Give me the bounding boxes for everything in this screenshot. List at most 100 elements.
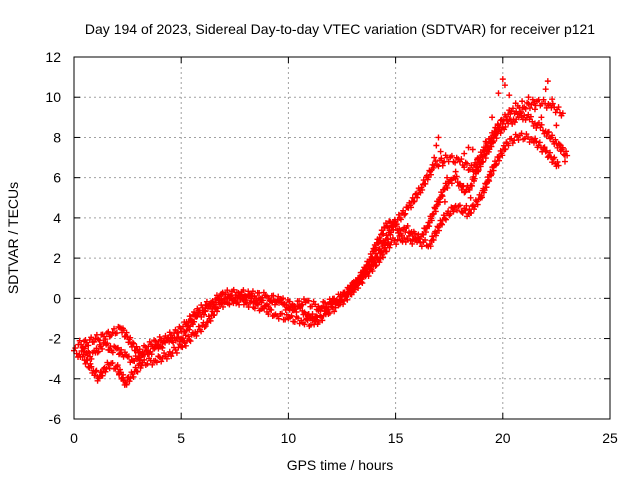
data-point: [144, 360, 151, 367]
data-point: [195, 323, 202, 330]
data-point: [388, 239, 395, 246]
data-point: [93, 345, 100, 352]
data-point: [504, 116, 511, 123]
data-point: [85, 342, 92, 349]
data-point: [87, 360, 94, 367]
data-point: [286, 298, 293, 305]
data-point: [161, 350, 168, 357]
x-tick-label: 25: [602, 430, 618, 446]
data-point: [479, 194, 486, 201]
data-point: [538, 121, 545, 128]
data-point: [116, 366, 123, 373]
data-point: [467, 194, 474, 201]
data-point: [475, 167, 482, 174]
data-point: [135, 349, 142, 356]
grid: [74, 57, 610, 419]
data-point: [448, 176, 455, 183]
data-point: [386, 244, 393, 251]
data-point: [93, 367, 100, 374]
data-point: [526, 139, 533, 146]
data-point: [139, 348, 146, 355]
data-point: [168, 353, 175, 360]
data-point: [493, 135, 500, 142]
data-point: [265, 311, 272, 318]
data-point: [493, 127, 500, 134]
data-point: [518, 108, 525, 115]
data-point: [471, 206, 478, 213]
data-point: [193, 332, 200, 339]
data-point: [267, 297, 274, 304]
data-point: [270, 292, 277, 299]
data-point: [76, 337, 83, 344]
data-point: [188, 317, 195, 324]
data-point: [430, 237, 437, 244]
data-point: [500, 117, 507, 124]
data-point: [120, 377, 127, 384]
data-point: [401, 235, 408, 241]
data-point: [456, 202, 463, 209]
data-point: [481, 148, 488, 155]
data-point: [382, 220, 389, 227]
data-point: [531, 106, 538, 113]
data-point: [232, 294, 239, 301]
data-point: [418, 243, 425, 250]
data-point: [493, 160, 500, 167]
data-point: [506, 92, 513, 99]
data-point: [166, 348, 173, 355]
data-point: [490, 134, 497, 141]
y-tick-label: 10: [45, 89, 61, 105]
data-point: [94, 377, 101, 384]
data-point: [383, 248, 390, 255]
data-point: [428, 217, 435, 224]
data-point: [224, 287, 231, 294]
data-point: [485, 142, 492, 149]
data-point: [304, 311, 311, 318]
data-point: [99, 345, 106, 352]
data-point: [111, 325, 118, 332]
data-point: [545, 128, 552, 135]
data-point: [102, 336, 109, 343]
data-point: [202, 301, 209, 308]
data-point: [211, 301, 218, 308]
data-point: [540, 96, 547, 103]
data-point: [207, 317, 214, 324]
data-point: [448, 152, 455, 159]
data-point: [521, 135, 528, 142]
data-point: [369, 268, 376, 275]
data-point: [123, 329, 130, 336]
data-point: [273, 298, 280, 305]
data-point: [390, 226, 397, 233]
data-point: [444, 184, 451, 191]
data-point: [465, 144, 472, 151]
x-tick-label: 10: [281, 430, 297, 446]
data-point: [102, 368, 109, 375]
data-point: [214, 308, 221, 315]
data-point: [125, 353, 132, 360]
data-point: [438, 220, 445, 227]
data-point: [239, 295, 246, 302]
data-point: [456, 158, 463, 165]
y-tick-label: 4: [53, 210, 61, 226]
data-point: [365, 273, 372, 280]
data-point: [355, 285, 362, 292]
data-point: [148, 351, 155, 358]
data-point: [415, 235, 422, 242]
data-point: [178, 328, 185, 335]
data-point: [291, 318, 298, 325]
data-point: [387, 241, 394, 248]
data-point: [309, 317, 316, 324]
data-point: [440, 212, 447, 219]
data-point: [305, 297, 312, 304]
data-point: [127, 375, 134, 382]
data-point: [325, 301, 332, 308]
data-point: [357, 275, 364, 282]
data-point: [553, 122, 560, 129]
data-point: [88, 355, 95, 362]
data-point: [549, 159, 556, 166]
data-points: [71, 76, 571, 388]
data-point: [503, 139, 510, 146]
data-point: [109, 349, 116, 356]
data-point: [113, 345, 120, 352]
data-point: [109, 359, 116, 366]
data-point: [470, 168, 477, 175]
